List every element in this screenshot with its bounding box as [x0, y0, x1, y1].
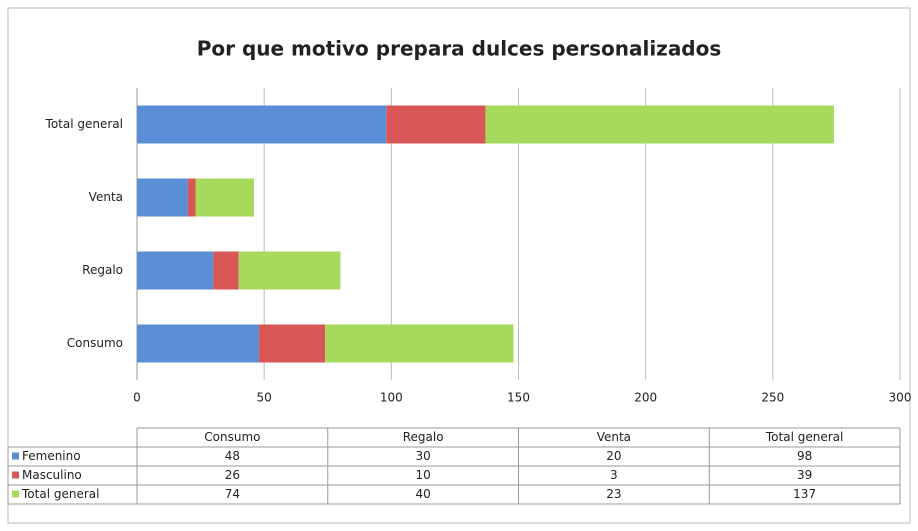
bar-segment: [137, 105, 387, 144]
table-header: Regalo: [403, 430, 444, 444]
table-cell: 48: [225, 449, 240, 463]
x-tick-label: 200: [634, 391, 657, 405]
table-cell: 20: [606, 449, 621, 463]
x-tick-label: 150: [507, 391, 530, 405]
x-tick-label: 0: [133, 391, 141, 405]
x-tick-label: 300: [889, 391, 912, 405]
table-cell: 10: [415, 468, 430, 482]
legend-key: [12, 471, 19, 479]
y-tick-label: Regalo: [82, 263, 123, 277]
bar-segment: [187, 178, 196, 217]
table-cell: 98: [797, 449, 812, 463]
bar-segment: [213, 251, 239, 290]
x-tick-label: 250: [761, 391, 784, 405]
table-cell: 3: [610, 468, 618, 482]
table-header: Total general: [765, 430, 843, 444]
table-cell: 39: [797, 468, 812, 482]
bar-segment: [485, 105, 834, 144]
bar-segment: [195, 178, 254, 217]
table-cell: 40: [415, 487, 430, 501]
y-tick-label: Total general: [45, 117, 123, 131]
y-tick-label: Venta: [89, 190, 123, 204]
legend-label: Total general: [21, 487, 99, 501]
bar-segment: [238, 251, 341, 290]
table-cell: 137: [793, 487, 816, 501]
bar-segment: [137, 324, 260, 363]
table-cell: 30: [415, 449, 430, 463]
bar-segment: [137, 178, 188, 217]
bar-segment: [137, 251, 214, 290]
legend-key: [12, 452, 19, 460]
x-tick-label: 100: [380, 391, 403, 405]
table-cell: 74: [225, 487, 240, 501]
bar-segment: [325, 324, 514, 363]
legend-label: Masculino: [22, 468, 82, 482]
bar-segment: [386, 105, 486, 144]
table-header: Venta: [597, 430, 631, 444]
y-tick-label: Consumo: [67, 336, 123, 350]
chart-title: Por que motivo prepara dulces personaliz…: [197, 37, 722, 61]
legend-label: Femenino: [22, 449, 81, 463]
legend-key: [12, 490, 19, 498]
table-cell: 26: [225, 468, 240, 482]
x-tick-label: 50: [257, 391, 272, 405]
table-header: Consumo: [204, 430, 260, 444]
table-cell: 23: [606, 487, 621, 501]
bar-segment: [259, 324, 326, 363]
